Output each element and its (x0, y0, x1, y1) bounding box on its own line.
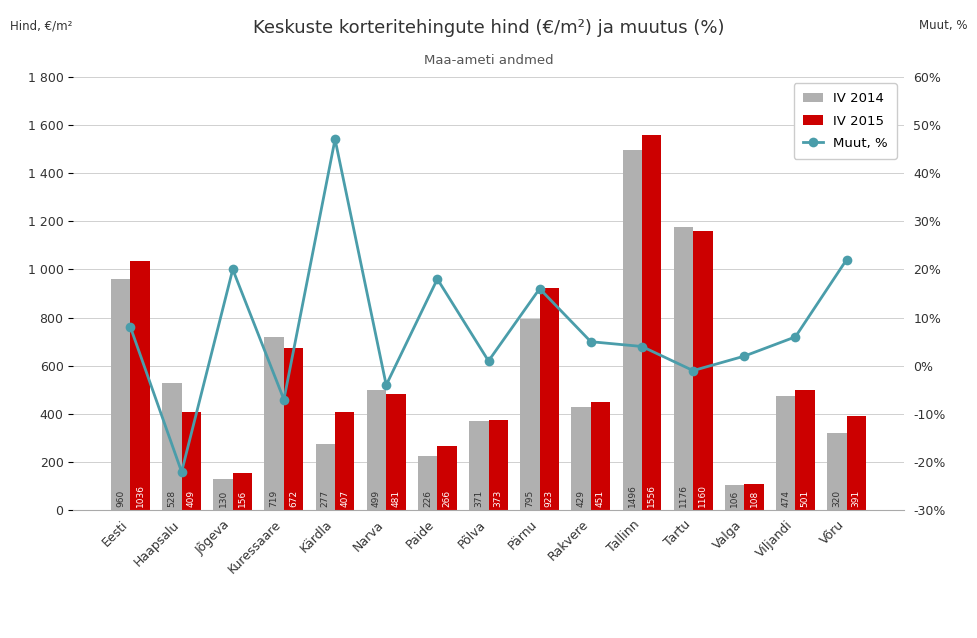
Text: 528: 528 (167, 489, 177, 507)
Text: 501: 501 (800, 489, 810, 507)
Bar (725, 485, 744, 510)
Text: 923: 923 (545, 489, 554, 507)
Text: 474: 474 (782, 490, 790, 507)
Text: 1496: 1496 (628, 484, 637, 507)
Text: 320: 320 (832, 489, 841, 507)
Bar (284, 348, 303, 510)
Bar (265, 337, 284, 510)
Text: 407: 407 (340, 489, 349, 507)
Bar (418, 456, 438, 510)
Text: 108: 108 (749, 489, 758, 507)
Bar (572, 407, 591, 510)
Text: 106: 106 (730, 489, 739, 507)
Text: 1556: 1556 (647, 484, 657, 507)
Bar (386, 394, 405, 510)
Text: 409: 409 (187, 489, 195, 507)
Legend: IV 2014, IV 2015, Muut, %: IV 2014, IV 2015, Muut, % (793, 83, 897, 159)
Bar (520, 319, 539, 510)
Bar (693, 231, 712, 510)
Text: 719: 719 (270, 489, 278, 507)
Text: 1036: 1036 (136, 484, 145, 507)
Text: Maa-ameti andmed: Maa-ameti andmed (424, 54, 553, 67)
Text: 960: 960 (116, 489, 125, 507)
Bar (795, 390, 815, 510)
Text: 451: 451 (596, 489, 605, 507)
Text: 481: 481 (392, 489, 401, 507)
Text: 429: 429 (576, 490, 585, 507)
Bar (366, 390, 386, 510)
Text: 156: 156 (238, 489, 247, 507)
Bar (111, 279, 131, 510)
Text: Muut, %: Muut, % (918, 19, 967, 32)
Bar (233, 473, 252, 510)
Bar (828, 433, 846, 510)
Bar (131, 261, 149, 510)
Text: Hind, €/m²: Hind, €/m² (10, 19, 72, 32)
Bar (776, 396, 795, 510)
Bar (642, 135, 661, 510)
Text: Keskuste korteritehingute hind (€/m²) ja muutus (%): Keskuste korteritehingute hind (€/m²) ja… (253, 19, 724, 37)
Bar (316, 443, 335, 510)
Text: 373: 373 (493, 489, 503, 507)
Text: 1176: 1176 (679, 484, 688, 507)
Bar (182, 412, 201, 510)
Text: 266: 266 (443, 489, 451, 507)
Bar (846, 416, 866, 510)
Bar (488, 420, 508, 510)
Text: 277: 277 (320, 489, 330, 507)
Text: 1160: 1160 (699, 484, 707, 507)
Bar (162, 383, 182, 510)
Text: 371: 371 (474, 489, 484, 507)
Bar (744, 484, 764, 510)
Bar (539, 288, 559, 510)
Text: 130: 130 (219, 489, 228, 507)
Bar (622, 150, 642, 510)
Text: 795: 795 (526, 489, 534, 507)
Bar (674, 227, 693, 510)
Bar (591, 402, 611, 510)
Bar (213, 479, 233, 510)
Text: 391: 391 (852, 489, 861, 507)
Bar (335, 412, 355, 510)
Bar (469, 421, 488, 510)
Text: 499: 499 (372, 489, 381, 507)
Bar (438, 447, 457, 510)
Text: 226: 226 (423, 490, 432, 507)
Text: 672: 672 (289, 489, 298, 507)
